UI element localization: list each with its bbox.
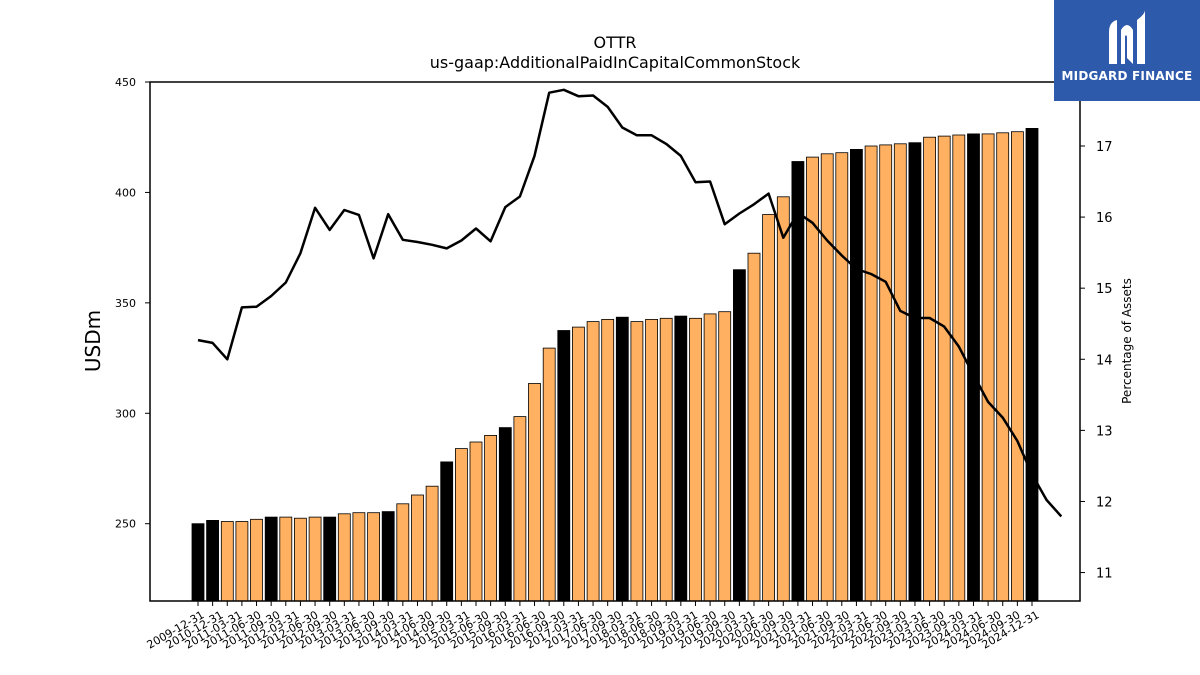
bar [367,512,381,602]
y2-tick-label: 16 [1096,211,1113,226]
bar [352,512,366,602]
bar [615,316,629,602]
bar [396,503,410,602]
bar [586,321,600,602]
bar [776,196,790,602]
bar [279,516,293,602]
bar [308,516,322,602]
bar [864,145,878,602]
bar [601,318,615,602]
bar [835,152,849,602]
bar [996,132,1010,602]
line-series [197,88,1063,518]
bar [250,518,263,602]
bar [528,383,541,602]
bar [572,326,585,602]
plot-frame [149,81,1081,602]
bar [908,142,922,602]
bar [542,347,556,602]
bar [893,143,907,602]
bar [469,441,483,602]
y-tick-label: 350 [115,297,136,310]
bar [850,148,863,602]
bar [703,313,717,602]
bar [747,252,761,602]
bar [206,520,220,602]
bar [484,434,498,602]
bar [440,461,454,602]
chart-subtitle: us-gaap:AdditionalPaidInCapitalCommonSto… [430,53,801,72]
bar [235,521,249,602]
bar [879,144,893,602]
bar [718,311,732,602]
bar [337,513,351,602]
bar [733,269,746,602]
bar [1011,131,1024,602]
y-axis-label: USDm [81,310,105,372]
y2-tick-label: 15 [1096,282,1113,297]
bar [937,135,951,602]
chart-title: OTTR [594,33,637,52]
y-axis-right: 11 12 13 14 15 16 17 [1080,140,1113,582]
bar [981,133,995,602]
bar [557,330,571,602]
y2-tick-label: 11 [1096,567,1113,582]
bar [264,516,278,602]
bar [1025,127,1039,602]
logo: MIDGARD FINANCE [1054,0,1200,101]
y2-tick-label: 17 [1096,140,1113,155]
y2-tick-label: 13 [1096,424,1113,439]
bar [689,317,702,602]
y2-tick-label: 14 [1096,353,1113,368]
bar [220,521,234,602]
bar [659,317,673,602]
y-tick-label: 450 [115,76,136,89]
bar [952,134,966,602]
logo-text: MIDGARD FINANCE [1061,69,1193,83]
bar [191,523,205,602]
bar [323,516,337,602]
bar [820,153,834,602]
y2-axis-label: Percentage of Assets [1120,278,1134,404]
y-tick-label: 300 [115,407,136,420]
line-path [197,88,1063,518]
bar [293,517,307,602]
bar [630,321,644,602]
bar-series [191,127,1039,602]
y2-tick-label: 12 [1096,495,1113,510]
bar [513,416,527,602]
midgard-logo-icon [1109,10,1145,64]
y-tick-label: 250 [115,518,136,531]
bar [498,427,512,602]
bar [645,318,658,602]
bar [674,315,688,602]
y-axis-left: 250 300 350 400 450 [115,76,150,531]
y-tick-label: 400 [115,186,136,199]
bar [381,511,395,602]
bar [923,136,936,602]
bar [454,448,468,602]
bar [791,161,805,602]
bar [425,485,439,602]
x-axis: 2009-12-312010-12-312011-03-312011-06-30… [145,601,1042,652]
bar [411,494,424,602]
bar [762,214,775,602]
